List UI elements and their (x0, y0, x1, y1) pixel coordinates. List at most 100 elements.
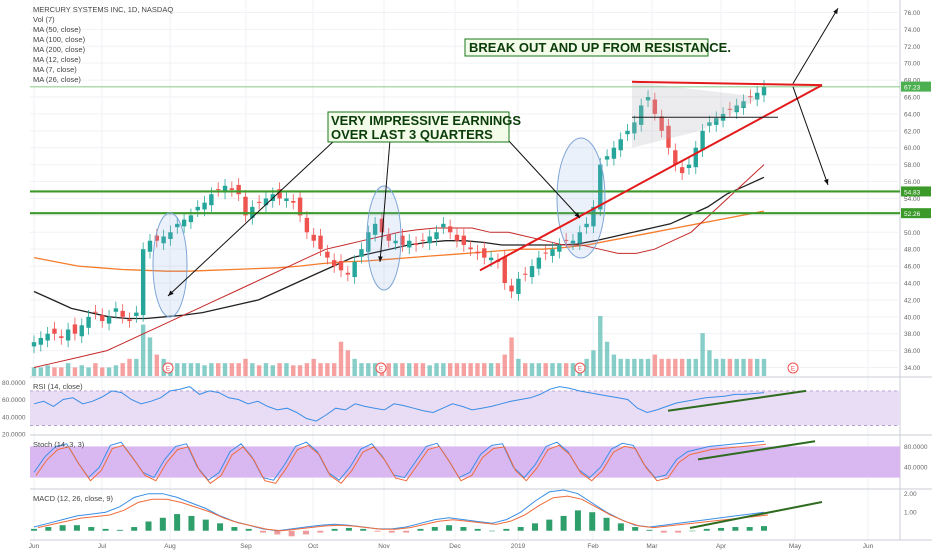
candle-body[interactable] (147, 240, 153, 252)
candle-body[interactable] (93, 311, 98, 313)
candle-body[interactable] (338, 261, 344, 271)
breakout-annotation-box[interactable] (464, 38, 709, 57)
candle-body[interactable] (372, 223, 378, 235)
candle-body[interactable] (461, 235, 467, 245)
earnings-marker[interactable] (162, 362, 174, 374)
earnings-highlight[interactable] (556, 137, 606, 259)
candle-body[interactable] (557, 244, 562, 252)
price-candles[interactable] (31, 80, 767, 354)
candle-body[interactable] (604, 156, 610, 160)
earnings-arrow-1[interactable] (167, 139, 336, 297)
candle-body[interactable] (229, 188, 235, 190)
candle-body[interactable] (400, 235, 405, 245)
stoch-trendline[interactable] (697, 440, 816, 461)
candle-body[interactable] (393, 240, 398, 244)
candle-body[interactable] (65, 329, 71, 341)
candle-body[interactable] (366, 232, 371, 252)
candle-body[interactable] (468, 247, 473, 250)
support-trendline[interactable] (479, 84, 823, 272)
candle-body[interactable] (666, 125, 671, 148)
earnings-marker[interactable] (787, 362, 799, 374)
candle-body[interactable] (502, 256, 507, 283)
earnings-annotation-box[interactable] (327, 111, 510, 143)
candle-body[interactable] (79, 325, 84, 337)
candle-body[interactable] (714, 118, 719, 125)
candle-body[interactable] (31, 342, 37, 347)
candle-body[interactable] (618, 139, 623, 151)
candle-body[interactable] (304, 217, 310, 233)
projection-up-arrow[interactable] (792, 7, 839, 84)
candle-body[interactable] (563, 239, 569, 241)
candle-body[interactable] (441, 223, 446, 228)
candle-body[interactable] (645, 97, 651, 101)
rsi-trendline[interactable] (667, 389, 807, 412)
candle-body[interactable] (523, 273, 528, 275)
candle-body[interactable] (584, 223, 589, 228)
candle-body[interactable] (679, 167, 685, 174)
candle-body[interactable] (413, 243, 419, 245)
candle-body[interactable] (284, 198, 289, 201)
candle-body[interactable] (652, 99, 658, 114)
candle-body[interactable] (127, 319, 132, 322)
candle-body[interactable] (134, 312, 139, 316)
candle-body[interactable] (700, 130, 705, 151)
candle-body[interactable] (659, 116, 664, 131)
candle-body[interactable] (434, 232, 439, 240)
candle-body[interactable] (693, 147, 698, 168)
resistance-line[interactable] (631, 80, 823, 87)
candle-body[interactable] (352, 261, 357, 278)
candle-body[interactable] (591, 206, 596, 227)
candle-body[interactable] (673, 150, 678, 165)
candle-body[interactable] (59, 336, 64, 338)
candle-body[interactable] (291, 200, 296, 203)
candle-body[interactable] (577, 232, 582, 244)
candle-body[interactable] (447, 226, 453, 233)
candle-body[interactable] (734, 105, 739, 113)
candle-body[interactable] (325, 251, 330, 258)
candle-body[interactable] (482, 248, 487, 258)
candle-body[interactable] (52, 328, 57, 334)
candle-body[interactable] (570, 240, 576, 244)
candle-body[interactable] (243, 196, 248, 216)
candle-body[interactable] (175, 223, 180, 228)
candle-body[interactable] (386, 234, 391, 241)
candle-body[interactable] (216, 189, 221, 191)
candle-body[interactable] (236, 184, 241, 195)
candle-body[interactable] (741, 101, 746, 108)
candle-body[interactable] (748, 96, 753, 98)
candle-body[interactable] (311, 234, 316, 241)
candle-body[interactable] (407, 240, 412, 248)
earnings-marker[interactable] (375, 362, 387, 374)
candle-body[interactable] (345, 272, 351, 275)
candle-body[interactable] (256, 201, 262, 203)
candle-body[interactable] (318, 235, 323, 250)
candle-body[interactable] (86, 316, 91, 328)
candle-body[interactable] (297, 197, 303, 216)
candle-body[interactable] (100, 315, 105, 322)
macd-trendline[interactable] (689, 501, 823, 529)
candle-body[interactable] (222, 185, 228, 193)
candle-body[interactable] (727, 108, 733, 110)
candle-body[interactable] (543, 252, 548, 254)
candle-body[interactable] (277, 189, 282, 199)
candle-body[interactable] (488, 257, 494, 261)
candle-body[interactable] (106, 316, 112, 324)
candle-body[interactable] (72, 324, 78, 334)
candle-body[interactable] (686, 164, 692, 169)
candle-body[interactable] (154, 235, 160, 241)
candle-body[interactable] (598, 164, 603, 210)
candle-body[interactable] (707, 122, 712, 126)
candle-body[interactable] (120, 310, 125, 317)
earnings-arrow-2[interactable] (379, 139, 391, 263)
candle-body[interactable] (113, 308, 119, 312)
candle-body[interactable] (209, 194, 214, 206)
candle-body[interactable] (188, 215, 194, 223)
candle-body[interactable] (509, 285, 514, 292)
candle-body[interactable] (638, 105, 644, 125)
candle-body[interactable] (195, 206, 200, 211)
candle-body[interactable] (516, 278, 521, 294)
candle-body[interactable] (140, 249, 146, 316)
candle-body[interactable] (359, 249, 364, 257)
